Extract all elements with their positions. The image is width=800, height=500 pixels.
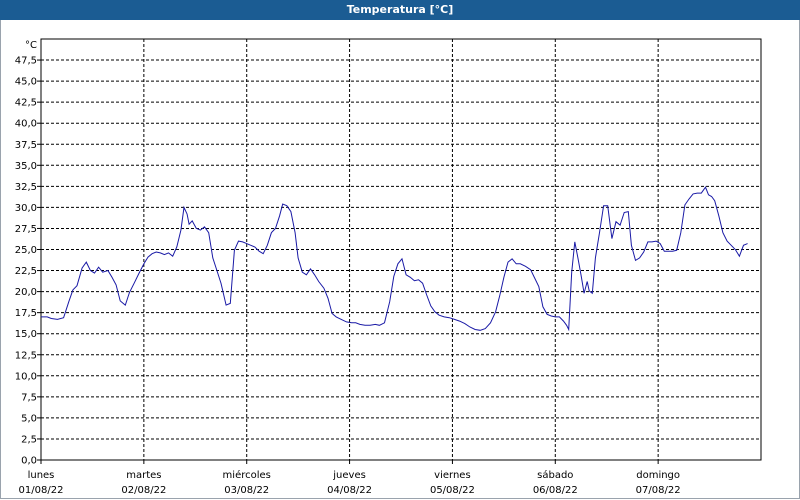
y-tick-label: 37,5 (15, 140, 37, 151)
y-tick-label: 0,0 (21, 456, 37, 467)
y-tick-label: 30,0 (15, 203, 37, 214)
y-tick-label: 27,5 (15, 224, 37, 235)
y-tick-label: 17,5 (15, 308, 37, 319)
y-tick-label: 5,0 (21, 413, 37, 424)
temperature-chart: 0,0 2,5 5,0 7,5 10,0 12,5 15,0 17,5 20,0 22,5 25,0… (15, 38, 762, 496)
x-tick-date-label: 07/08/22 (636, 485, 681, 496)
x-tick-day-label: sábado (537, 469, 573, 481)
y-tick-label: 45,0 (15, 77, 37, 88)
y-axis-unit-label: °C (25, 40, 37, 51)
x-tick-day-label: miércoles (223, 469, 271, 481)
x-tick-day-label: martes (126, 470, 161, 481)
chart-frame: 0,0 2,5 5,0 7,5 10,0 12,5 15,0 17,5 20,0 22,5 25,0… (0, 20, 800, 499)
y-tick-label: 2,5 (21, 434, 37, 445)
x-tick-date-label: 06/08/22 (533, 485, 578, 496)
y-tick-label: 7,5 (21, 392, 37, 403)
y-tick-label: 32,5 (15, 182, 37, 193)
x-tick-date-label: 05/08/22 (430, 485, 475, 496)
x-tick-date-label: 04/08/22 (327, 485, 372, 496)
y-tick-label: 47,5 (15, 56, 37, 67)
y-tick-label: 20,0 (15, 287, 37, 298)
x-tick-day-label: lunes (28, 470, 55, 481)
x-tick-day-label: jueves (332, 470, 366, 481)
y-tick-label: 10,0 (15, 371, 37, 382)
y-tick-label: 25,0 (15, 245, 37, 256)
x-tick-date-label: 01/08/22 (19, 485, 64, 496)
plot-border (40, 38, 762, 461)
x-tick-day-label: domingo (636, 470, 680, 481)
y-tick-label: 15,0 (15, 329, 37, 340)
chart-window-title: Temperatura [°C] (0, 0, 800, 20)
temperature-series-line (41, 186, 748, 332)
y-tick-label: 40,0 (15, 119, 37, 130)
x-tick-day-label: viernes (434, 470, 470, 481)
y-tick-label: 12,5 (15, 350, 37, 361)
x-tick-date-label: 02/08/22 (121, 485, 166, 496)
y-tick-label: 35,0 (15, 161, 37, 172)
y-tick-label: 22,5 (15, 266, 37, 277)
x-tick-date-label: 03/08/22 (224, 485, 269, 496)
y-tick-label: 42,5 (15, 98, 37, 109)
